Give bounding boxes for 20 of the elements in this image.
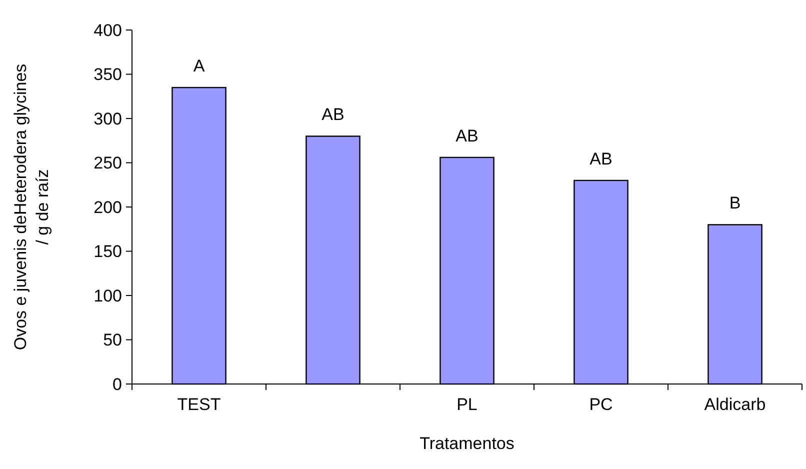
y-tick-label: 0 bbox=[112, 374, 122, 394]
y-tick-label: 350 bbox=[94, 65, 122, 84]
y-tick-label: 250 bbox=[94, 154, 122, 173]
y-tick-label: 150 bbox=[94, 242, 122, 262]
x-axis-title: Tratamentos bbox=[420, 434, 514, 453]
x-tick-label: Aldicarb bbox=[704, 395, 766, 414]
y-tick-label: 100 bbox=[94, 286, 122, 306]
y-axis-title: Ovos e juvenis deHeterodera glycines / g de raíz bbox=[11, 64, 52, 350]
annotation: B bbox=[729, 194, 741, 213]
annotation: AB bbox=[456, 126, 478, 146]
y-tick-label: 400 bbox=[94, 20, 122, 40]
y-tick-label: 200 bbox=[94, 198, 122, 217]
x-tick-label: PL bbox=[456, 395, 478, 414]
x-tick-label: PC bbox=[589, 395, 613, 414]
annotation: AB bbox=[322, 105, 344, 124]
y-tick-label: 300 bbox=[94, 109, 122, 128]
annotation: AB bbox=[590, 149, 612, 168]
y-tick-label: 50 bbox=[103, 330, 122, 350]
x-tick-label: TEST bbox=[177, 395, 221, 414]
annotation: A bbox=[193, 56, 206, 76]
